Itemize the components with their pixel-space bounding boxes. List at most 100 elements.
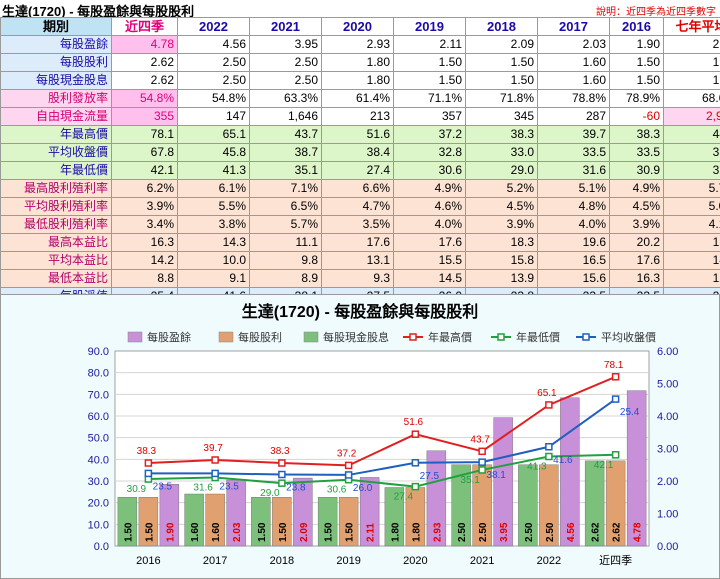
bar	[317, 497, 338, 547]
bar	[293, 477, 313, 547]
table-cell: 6.2%	[111, 179, 178, 198]
table-cell: 12.5	[663, 269, 720, 288]
legend-swatch	[127, 331, 143, 343]
header-year: 2017	[537, 17, 610, 36]
table-cell: 7.1%	[249, 179, 322, 198]
x-tick-label: 近四季	[599, 554, 632, 567]
bar	[205, 493, 225, 547]
table-cell: 2.50	[177, 71, 250, 90]
table-cell: 65.1	[177, 125, 250, 144]
bar	[584, 460, 605, 547]
table-cell: 2.09	[465, 35, 538, 54]
table-cell: 20.2	[609, 233, 664, 252]
bar-value-label: 2.62	[612, 522, 623, 542]
table-cell: 27.4	[321, 161, 394, 180]
table-cell: 147	[177, 107, 250, 126]
page-title: 生達(1720) - 每股盈餘與每股股利	[2, 4, 195, 19]
table-cell: 4.8%	[537, 197, 610, 216]
y-right-tick: 4.00	[657, 411, 678, 423]
table-cell: 1.50	[393, 53, 466, 72]
high-price-label: 38.3	[270, 446, 290, 457]
row-label: 每股股利	[0, 53, 112, 72]
x-tick-label: 2017	[203, 555, 227, 567]
bar-value-label: 1.50	[345, 522, 356, 542]
table-cell: 1.90	[609, 35, 664, 54]
table-cell: 1.50	[393, 71, 466, 90]
table-cell: 213	[321, 107, 394, 126]
header-year: 2016	[609, 17, 664, 36]
table-cell: 32.3	[663, 161, 720, 180]
table-cell: 10.0	[177, 251, 250, 270]
table-cell: 2.80	[663, 35, 720, 54]
table-cell: 31.6	[537, 161, 610, 180]
y-left-tick: 80.0	[88, 368, 109, 380]
table-cell: 30.6	[393, 161, 466, 180]
table-cell: 1.50	[465, 71, 538, 90]
x-tick-label: 2020	[403, 555, 427, 567]
y-left-tick: 50.0	[88, 433, 109, 445]
high-price-label: 43.7	[470, 434, 490, 445]
y-left-tick: 30.0	[88, 476, 109, 488]
table-cell: 2.50	[249, 71, 322, 90]
table-cell: 5.5%	[177, 197, 250, 216]
y-right-tick: 1.00	[657, 509, 678, 521]
avg-price-label: 23.8	[286, 483, 306, 494]
y-left-tick: 0.0	[94, 541, 109, 553]
legend-label: 每股現金股息	[323, 330, 389, 344]
bar-value-label: 2.50	[524, 522, 535, 542]
table-cell: 357	[393, 107, 466, 126]
line-marker	[144, 469, 153, 478]
bar	[272, 497, 292, 547]
line-marker	[478, 466, 486, 474]
row-label: 股利發放率	[0, 89, 112, 108]
table-cell: 37.2	[393, 125, 466, 144]
bar-value-label: 4.56	[566, 522, 577, 542]
table-cell: 14.5	[393, 269, 466, 288]
low-price-label: 30.6	[327, 485, 347, 496]
eps-dividend-chart: 生達(1720) - 每股盈餘與每股股利 0.0 10.0 20.0 30.0 40.0 5…	[88, 302, 679, 567]
high-price-label: 51.6	[404, 417, 424, 428]
bar-value-label: 1.80	[390, 522, 401, 542]
bar-value-label: 1.50	[144, 522, 155, 542]
table-row: 股利發放率 54.8% 54.8% 63.3% 61.4% 71.1% 71.8% 78.8%…	[0, 89, 720, 108]
table-cell: 4.1%	[663, 215, 720, 234]
table-cell: 4.78	[111, 35, 178, 54]
y-right-tick: 2.00	[657, 476, 678, 488]
table-cell: 2.62	[111, 71, 178, 90]
legend-marker	[497, 333, 505, 341]
table-cell: -60	[609, 107, 664, 126]
row-label: 最低股利殖利率	[0, 215, 112, 234]
table-cell: 4.0%	[537, 215, 610, 234]
x-tick-label: 2018	[270, 555, 294, 567]
table-cell: 2.03	[537, 35, 610, 54]
table-cell: 1.60	[537, 53, 610, 72]
table-cell: 14.1	[663, 251, 720, 270]
table-cell: 78.8%	[537, 89, 610, 108]
table-cell: 8.8	[111, 269, 178, 288]
table-row: 最低股利殖利率 3.4% 3.8% 5.7% 3.5% 4.0% 3.9% 4.0% 3.9% 4…	[0, 215, 720, 234]
bar	[359, 477, 380, 547]
row-label: 最低本益比	[0, 269, 112, 288]
table-row: 每股現金股息2.622.502.501.801.501.501.601.501.…	[0, 71, 720, 90]
table-cell: 2.11	[393, 35, 466, 54]
table-cell: 5.1%	[537, 179, 610, 198]
low-price-label: 30.9	[127, 484, 147, 495]
x-tick-label: 2022	[537, 555, 561, 567]
bar-value-label: 1.60	[190, 522, 201, 542]
table-cell: 5.7%	[663, 179, 720, 198]
table-cell: 16.3	[609, 269, 664, 288]
bar-value-label: 2.93	[432, 522, 443, 542]
table-cell: 17.6	[321, 233, 394, 252]
bar-value-label: 2.50	[545, 522, 556, 542]
bar-value-label: 2.03	[232, 522, 243, 542]
legend-marker	[409, 333, 417, 341]
series-line	[148, 375, 617, 467]
line-marker	[411, 430, 420, 438]
legend-label: 年最高價	[428, 330, 472, 344]
table-cell: 68.6%	[663, 89, 720, 108]
table-cell: 1.60	[537, 71, 610, 90]
